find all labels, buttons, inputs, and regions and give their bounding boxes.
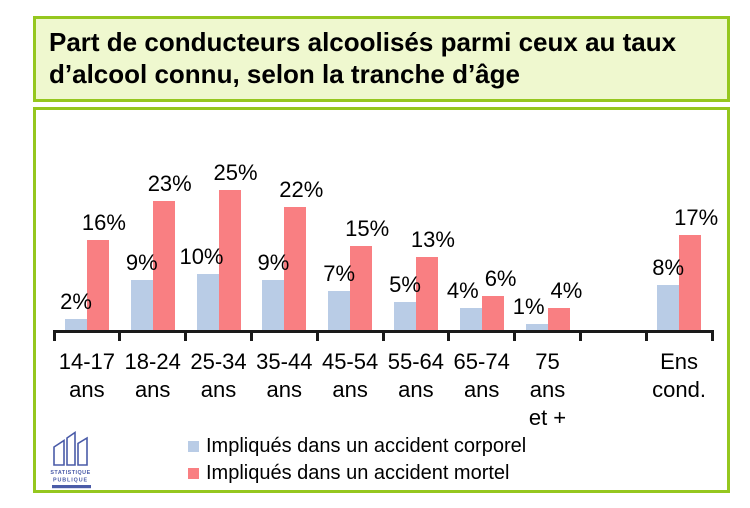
value-label-mortel-Ens cond.: 17%	[674, 204, 719, 230]
legend-item-corporel: Impliqués dans un accident corporel	[188, 434, 526, 458]
x-axis-label-75 ans et +: 75 ans et +	[502, 348, 594, 432]
x-axis-label-line: 18-24	[124, 349, 181, 374]
value-label-corporel-65-74 ans: 4%	[446, 277, 479, 303]
bar-corporel-75 ans et +	[525, 324, 548, 330]
x-axis-label-line: 35-44	[256, 349, 313, 374]
x-axis-label-line: 75	[535, 349, 560, 374]
value-label-corporel-55-64 ans: 5%	[389, 272, 421, 297]
axis-tick	[710, 330, 714, 341]
bar-corporel-35-44 ans	[262, 279, 285, 330]
axis-tick	[249, 330, 253, 341]
axis-tick	[184, 330, 188, 341]
legend-label-corporel: Impliqués dans un accident corporel	[206, 435, 527, 457]
axis-tick	[381, 330, 385, 341]
x-axis-label-Ens cond.: Ens cond.	[633, 348, 725, 404]
x-axis-label-line: ans	[266, 377, 303, 402]
value-label-mortel-65-74 ans: 6%	[484, 266, 517, 292]
x-axis-label-18-24 ans: 18-24 ans	[107, 348, 199, 404]
value-label-mortel-55-64 ans: 13%	[410, 227, 455, 253]
bar-mortel-55-64 ans	[415, 257, 438, 330]
bar-mortel-18-24 ans	[152, 201, 175, 330]
bar-corporel-55-64 ans	[393, 302, 416, 330]
x-axis-label-line: ans	[332, 377, 368, 402]
chart-legend: Impliqués dans un accident corporel Impl…	[188, 434, 526, 485]
x-axis-label-14-17 ans: 14-17 ans	[41, 348, 133, 404]
bar-corporel-45-54 ans	[328, 290, 351, 330]
x-axis-label-line: Ens	[660, 349, 699, 374]
bar-mortel-25-34 ans	[218, 190, 241, 330]
value-label-corporel-45-54 ans: 7%	[323, 260, 356, 286]
axis-tick	[513, 330, 517, 341]
x-axis-label-25-34 ans: 25-34 ans	[173, 348, 265, 404]
x-axis-label-line: cond.	[652, 377, 706, 402]
logo-text-line-2: PUBLIQUE	[53, 478, 88, 484]
value-label-mortel-75 ans et +: 4%	[550, 277, 583, 303]
legend-item-mortel: Impliqués dans un accident mortel	[188, 461, 526, 485]
x-axis-label-line: 65-74	[453, 349, 510, 374]
legend-label-mortel: Impliqués dans un accident mortel	[206, 462, 510, 484]
bar-corporel-25-34 ans	[196, 274, 219, 330]
axis-tick	[315, 330, 319, 341]
x-axis-label-65-74 ans: 65-74 ans	[436, 348, 528, 404]
bar-mortel-Ens cond.	[679, 234, 702, 330]
axis-tick	[52, 330, 56, 341]
legend-swatch-mortel-icon	[188, 467, 199, 479]
bar-corporel-Ens cond.	[657, 285, 680, 330]
bar-mortel-14-17 ans	[86, 240, 109, 330]
chart-panel: 2% 16% 14-17 ans 9% 23% 18-24 ans 10% 25% 25-34 ans…	[33, 107, 730, 493]
bar-mortel-65-74 ans	[481, 296, 504, 330]
x-axis-label-line: ans	[200, 377, 237, 402]
logo-buildings-icon	[53, 430, 88, 466]
x-axis-label-line: et +	[528, 405, 567, 430]
x-axis-label-55-64 ans: 55-64 ans	[370, 348, 462, 404]
x-axis-label-line: ans	[529, 377, 566, 402]
bar-corporel-18-24 ans	[130, 279, 153, 330]
value-label-corporel-35-44 ans: 9%	[257, 249, 290, 275]
x-axis-label-35-44 ans: 35-44 ans	[238, 348, 330, 404]
x-axis-label-45-54 ans: 45-54 ans	[304, 348, 396, 404]
statistique-publique-logo: STATISTIQUE PUBLIQUE	[50, 430, 91, 489]
x-axis-label-line: ans	[463, 377, 500, 402]
value-label-corporel-75 ans et +: 1%	[512, 294, 545, 320]
bar-mortel-75 ans et +	[547, 307, 570, 330]
x-axis-label-line: ans	[398, 377, 434, 402]
value-label-corporel-14-17 ans: 2%	[60, 288, 92, 314]
logo-underline	[52, 485, 91, 489]
chart-title-box: Part de conducteurs alcoolisés parmi ceu…	[33, 16, 730, 102]
bar-chart-plot: 2% 16% 14-17 ans 9% 23% 18-24 ans 10% 25% 25-34 ans…	[36, 110, 727, 490]
x-axis-label-line: ans	[134, 377, 171, 402]
value-label-mortel-35-44 ans: 22%	[279, 176, 324, 202]
title-line-2: d’alcool connu, selon la tranche d’âge	[49, 59, 520, 89]
x-axis-label-line: 25-34	[190, 349, 247, 374]
x-axis-label-line: 45-54	[321, 349, 379, 374]
axis-tick	[447, 330, 451, 341]
value-label-mortel-45-54 ans: 15%	[345, 216, 390, 241]
x-axis-label-line: 14-17	[58, 349, 116, 374]
title-line-1: Part de conducteurs alcoolisés parmi ceu…	[49, 27, 677, 57]
value-label-mortel-25-34 ans: 25%	[213, 160, 258, 185]
bar-mortel-45-54 ans	[350, 246, 373, 330]
x-axis-label-line: 55-64	[387, 349, 445, 374]
value-label-mortel-18-24 ans: 23%	[147, 171, 192, 197]
value-label-corporel-Ens cond.: 8%	[652, 255, 685, 281]
axis-tick	[644, 330, 648, 341]
bar-corporel-65-74 ans	[459, 307, 482, 330]
axis-tick	[118, 330, 122, 341]
value-label-corporel-18-24 ans: 9%	[125, 249, 158, 275]
x-axis-label-line: ans	[69, 377, 105, 402]
value-label-mortel-14-17 ans: 16%	[81, 210, 126, 236]
bar-mortel-35-44 ans	[284, 206, 307, 330]
value-label-corporel-25-34 ans: 10%	[179, 244, 224, 269]
logo-text-line-1: STATISTIQUE	[50, 470, 90, 476]
axis-tick	[578, 330, 582, 341]
legend-swatch-corporel-icon	[188, 440, 199, 452]
bar-corporel-14-17 ans	[64, 318, 87, 330]
